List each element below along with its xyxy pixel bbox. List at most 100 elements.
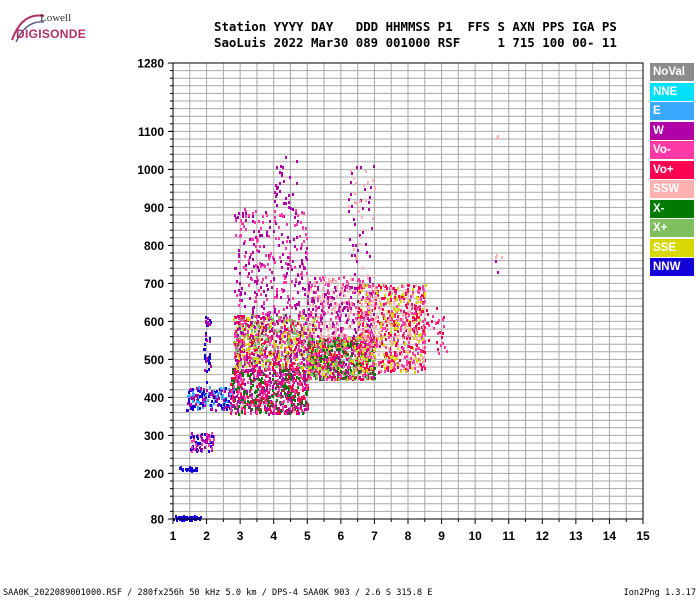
ionogram-point bbox=[365, 314, 367, 317]
ionogram-point bbox=[293, 362, 295, 365]
ionogram-point bbox=[402, 293, 404, 296]
ionogram-point bbox=[309, 304, 311, 307]
ionogram-point bbox=[408, 284, 410, 287]
ionogram-point bbox=[357, 300, 359, 303]
ionogram-point bbox=[316, 367, 318, 370]
ionogram-point bbox=[358, 286, 360, 289]
ionogram-point bbox=[350, 357, 352, 360]
ionogram-point bbox=[405, 312, 407, 315]
ionogram-point bbox=[374, 373, 376, 376]
ionogram-point bbox=[353, 366, 355, 369]
ionogram-point bbox=[341, 344, 343, 347]
ionogram-point bbox=[354, 291, 356, 294]
ionogram-point bbox=[438, 352, 440, 355]
ionogram-point bbox=[359, 334, 361, 337]
ionogram-point bbox=[235, 388, 237, 391]
ionogram-point bbox=[232, 393, 234, 396]
ionogram-point bbox=[368, 208, 370, 211]
ionogram-point bbox=[288, 298, 290, 301]
ionogram-point bbox=[269, 408, 271, 411]
ionogram-point bbox=[309, 360, 311, 363]
ionogram-point bbox=[358, 311, 360, 314]
ionogram-point bbox=[418, 334, 420, 337]
ionogram-point bbox=[420, 299, 422, 302]
ionogram-point bbox=[298, 317, 300, 320]
ionogram-point bbox=[307, 375, 309, 378]
ionogram-point bbox=[255, 245, 257, 248]
ionogram-point bbox=[258, 342, 260, 345]
ionogram-point bbox=[262, 312, 264, 315]
ionogram-point bbox=[276, 353, 278, 356]
legend-item-vo-: Vo+ bbox=[650, 160, 694, 179]
ionogram-point bbox=[308, 292, 310, 295]
ionogram-point bbox=[367, 352, 369, 355]
ionogram-point bbox=[192, 405, 194, 408]
ionogram-point bbox=[355, 306, 357, 309]
ionogram-point bbox=[292, 208, 294, 211]
ionogram-point bbox=[373, 353, 375, 356]
ionogram-point bbox=[278, 354, 280, 357]
ionogram-point bbox=[369, 376, 371, 379]
ionogram-point bbox=[310, 323, 312, 326]
ionogram-point bbox=[254, 365, 256, 368]
ionogram-point bbox=[204, 343, 206, 346]
ionogram-point bbox=[378, 331, 380, 334]
ionogram-point bbox=[276, 288, 278, 291]
ionogram-point bbox=[378, 353, 380, 356]
ionogram-point bbox=[349, 238, 351, 241]
ionogram-point bbox=[394, 333, 396, 336]
ionogram-point bbox=[276, 296, 278, 299]
ionogram-point bbox=[276, 362, 278, 365]
ionogram-point bbox=[249, 238, 251, 241]
ionogram-point bbox=[384, 333, 386, 336]
ionogram-point bbox=[337, 323, 339, 326]
ionogram-point bbox=[243, 242, 245, 245]
ionogram-point bbox=[307, 348, 309, 351]
ionogram-point bbox=[307, 388, 309, 391]
ionogram-point bbox=[381, 321, 383, 324]
ionogram-point bbox=[287, 391, 289, 394]
ionogram-point bbox=[317, 297, 319, 300]
ionogram-point bbox=[230, 407, 232, 410]
ionogram-point bbox=[254, 359, 256, 362]
ionogram-point bbox=[260, 286, 262, 289]
ionogram-point bbox=[312, 308, 314, 311]
ionogram-point bbox=[301, 340, 303, 343]
ionogram-point bbox=[360, 336, 362, 339]
ionogram-point bbox=[291, 389, 293, 392]
ionogram-point bbox=[250, 373, 252, 376]
ionogram-point bbox=[357, 279, 359, 282]
ionogram-point bbox=[356, 287, 358, 290]
ionogram-point bbox=[406, 306, 408, 309]
ionogram-point bbox=[414, 367, 416, 370]
ionogram-point bbox=[296, 390, 298, 393]
ionogram-point bbox=[381, 297, 383, 300]
ionogram-point bbox=[396, 298, 398, 301]
x-axis-ticks: 1 2 3 4 5 6 7 8 9 10 11 12 13 14 15 bbox=[170, 519, 650, 543]
ionogram-point bbox=[213, 402, 215, 405]
ionogram-point bbox=[353, 218, 355, 221]
ionogram-point bbox=[259, 373, 261, 376]
ionogram-point bbox=[367, 324, 369, 327]
ionogram-point bbox=[283, 314, 285, 317]
ionogram-point bbox=[367, 181, 369, 184]
ionogram-point bbox=[244, 255, 246, 258]
ionogram-point bbox=[255, 401, 257, 404]
ionogram-point bbox=[263, 245, 265, 248]
ionogram-point bbox=[259, 361, 261, 364]
ionogram-point bbox=[393, 307, 395, 310]
ionogram-point bbox=[274, 220, 276, 223]
ionogram-point bbox=[271, 271, 273, 274]
ionogram-point bbox=[204, 354, 206, 357]
ionogram-point bbox=[289, 315, 291, 318]
ionogram-point bbox=[207, 399, 209, 402]
ionogram-point bbox=[262, 381, 264, 384]
ionogram-point bbox=[386, 352, 388, 355]
ionogram-point bbox=[259, 393, 261, 396]
ionogram-point bbox=[274, 308, 276, 311]
ionogram-point bbox=[297, 386, 299, 389]
ionogram-point bbox=[412, 291, 414, 294]
ionogram-point bbox=[286, 223, 288, 226]
ionogram-point bbox=[374, 331, 376, 334]
ionogram-point bbox=[338, 277, 340, 280]
